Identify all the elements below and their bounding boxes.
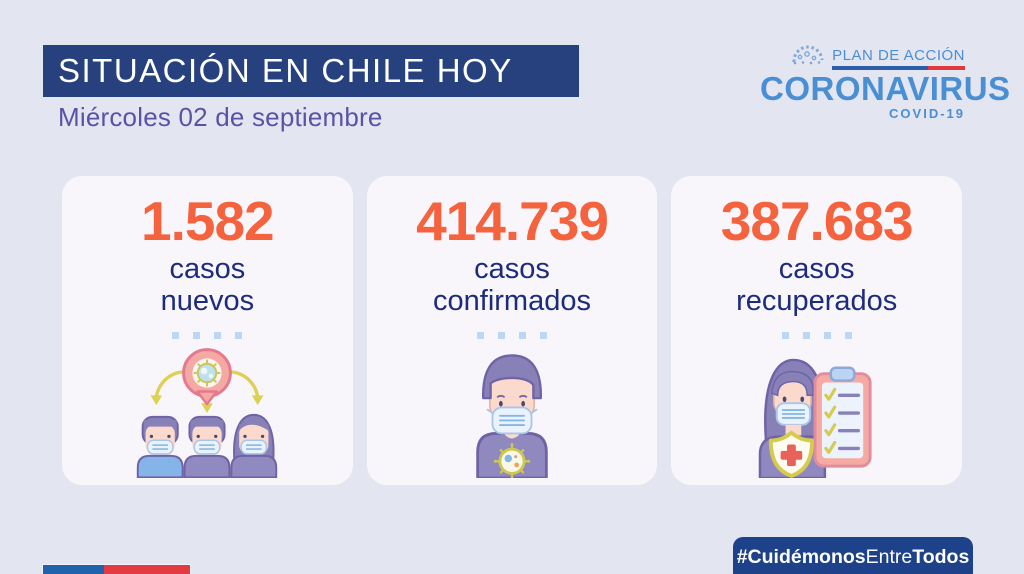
hashtag-badge: #Cuidémonos Entre Todos	[733, 537, 973, 574]
coronavirus-wordmark: CORONAVIRUS	[760, 70, 1011, 107]
coronavirus-plan-logo: PLAN DE ACCIÓN CORONAVIRUS COVID-19	[760, 38, 1011, 121]
recovered-cases-value: 387.683	[720, 190, 914, 252]
plan-de-accion-label: PLAN DE ACCIÓN	[832, 47, 965, 64]
label-line2: nuevos	[160, 285, 255, 318]
card-casos-recuperados: 387.683 casos recuperados	[671, 176, 963, 485]
label-line1: casos	[169, 253, 246, 285]
virus-dotted-icon	[787, 38, 827, 70]
flag-blue-segment	[43, 565, 104, 574]
label-line2: confirmados	[433, 285, 591, 318]
card-casos-confirmados: 414.739 casos confirmados	[366, 176, 658, 485]
flag-underline	[832, 66, 965, 70]
dots-decoration	[781, 331, 852, 339]
hashtag-part-regular: Entre	[865, 546, 913, 568]
chile-flag-mark	[42, 564, 191, 574]
virus-spread-icon	[129, 344, 285, 483]
nurse-checklist-icon	[758, 350, 876, 483]
label-line1: casos	[474, 253, 550, 285]
flag-red-segment	[104, 565, 190, 574]
stats-row: 1.582 casos nuevos	[62, 176, 963, 485]
page-title: SITUACIÓN EN CHILE HOY	[43, 45, 579, 97]
covid19-label: COVID-19	[889, 106, 965, 121]
label-line1: casos	[778, 253, 855, 285]
dots-decoration	[172, 331, 243, 339]
new-cases-value: 1.582	[141, 190, 275, 252]
confirmed-cases-label: casos confirmados	[433, 253, 591, 318]
new-cases-label: casos nuevos	[161, 253, 255, 318]
masked-person-virus-icon	[470, 348, 554, 483]
dots-decoration	[477, 331, 547, 339]
card-casos-nuevos: 1.582 casos nuevos	[62, 176, 353, 485]
hashtag-part-bold1: #Cuidémonos	[736, 546, 866, 568]
label-line2: recuperados	[736, 285, 898, 318]
hashtag-part-bold2: Todos	[912, 546, 970, 568]
confirmed-cases-value: 414.739	[416, 190, 609, 252]
date-subtitle: Miércoles 02 de septiembre	[58, 102, 383, 132]
recovered-cases-label: casos recuperados	[736, 253, 897, 318]
